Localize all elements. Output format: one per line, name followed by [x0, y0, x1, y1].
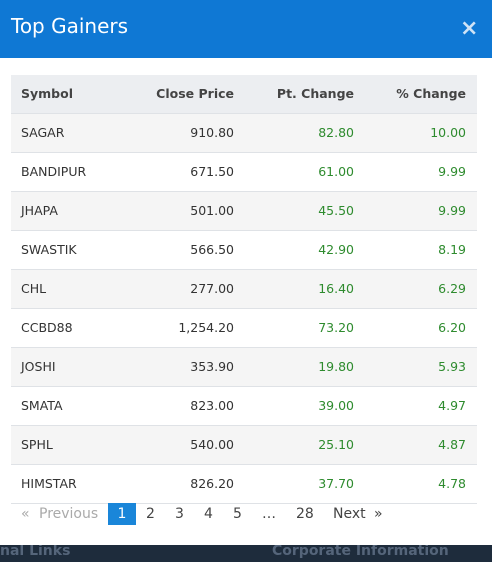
modal-title: Top Gainers: [11, 14, 129, 38]
close-button[interactable]: ×: [460, 16, 479, 41]
table-row: HIMSTAR 826.20 37.70 4.78: [11, 465, 477, 504]
table-cell: 5.93: [438, 359, 466, 374]
page-link[interactable]: 2: [146, 506, 155, 522]
column-header: Pt. Change: [276, 86, 354, 101]
header-row: Symbol Close Price Pt. Change % Change: [11, 75, 477, 114]
table-row: CCBD88 1,254.20 73.20 6.20: [11, 309, 477, 348]
table-cell: 19.80: [318, 359, 354, 374]
table-cell: 4.78: [438, 476, 466, 491]
table-cell: CHL: [21, 281, 47, 296]
page-link[interactable]: 1: [108, 503, 136, 525]
table-cell: 8.19: [438, 242, 466, 257]
table-cell: 39.00: [318, 398, 354, 413]
page-link[interactable]: 4: [204, 506, 213, 522]
table-cell: 910.80: [190, 125, 234, 140]
table-cell: 501.00: [190, 203, 234, 218]
page-link[interactable]: 3: [175, 506, 184, 522]
table-cell: 353.90: [190, 359, 234, 374]
table-cell: 4.87: [438, 437, 466, 452]
table-cell: JHAPA: [21, 203, 58, 218]
table-cell: BANDIPUR: [21, 164, 87, 179]
table-row: SWASTIK 566.50 42.90 8.19: [11, 231, 477, 270]
table-cell: 4.97: [438, 398, 466, 413]
table-cell: 1,254.20: [178, 320, 234, 335]
table-cell: CCBD88: [21, 320, 73, 335]
table-cell: JOSHI: [21, 359, 56, 374]
table-cell: 277.00: [190, 281, 234, 296]
table-cell: 826.20: [190, 476, 234, 491]
table-row: JHAPA 501.00 45.50 9.99: [11, 192, 477, 231]
table-row: CHL 277.00 16.40 6.29: [11, 270, 477, 309]
table-row: JOSHI 353.90 19.80 5.93: [11, 348, 477, 387]
page-link[interactable]: …: [262, 506, 276, 522]
table-cell: 10.00: [430, 125, 466, 140]
table-cell: 540.00: [190, 437, 234, 452]
modal-header: Top Gainers ×: [0, 0, 492, 58]
first-page[interactable]: «: [21, 506, 30, 522]
table-cell: 61.00: [318, 164, 354, 179]
column-header: % Change: [396, 86, 466, 101]
table-cell: SPHL: [21, 437, 53, 452]
table-cell: 823.00: [190, 398, 234, 413]
table-row: SMATA 823.00 39.00 4.97: [11, 387, 477, 426]
table-cell: 45.50: [318, 203, 354, 218]
last-page[interactable]: »: [374, 506, 383, 522]
table-cell: SMATA: [21, 398, 63, 413]
table-cell: 73.20: [318, 320, 354, 335]
page-link[interactable]: 5: [233, 506, 242, 522]
footer-link[interactable]: Corporate Information: [272, 545, 449, 559]
table-cell: SAGAR: [21, 125, 65, 140]
table-row: BANDIPUR 671.50 61.00 9.99: [11, 153, 477, 192]
page-link[interactable]: 28: [296, 506, 314, 522]
table-cell: 9.99: [438, 203, 466, 218]
table-cell: 671.50: [190, 164, 234, 179]
column-header: Symbol: [21, 86, 73, 101]
table-cell: 566.50: [190, 242, 234, 257]
table-row: SAGAR 910.80 82.80 10.00: [11, 114, 477, 153]
table-cell: 37.70: [318, 476, 354, 491]
table-cell: 25.10: [318, 437, 354, 452]
table-cell: HIMSTAR: [21, 476, 77, 491]
column-header: Close Price: [156, 86, 234, 101]
footer-strip: nal Links Corporate Information: [0, 545, 492, 562]
table-cell: 9.99: [438, 164, 466, 179]
footer-link[interactable]: nal Links: [0, 545, 71, 559]
table-cell: 16.40: [318, 281, 354, 296]
table-cell: 6.29: [438, 281, 466, 296]
table-cell: 82.80: [318, 125, 354, 140]
previous-page[interactable]: Previous: [39, 506, 99, 522]
next-page[interactable]: Next: [333, 506, 366, 522]
table-cell: 42.90: [318, 242, 354, 257]
table-row: SPHL 540.00 25.10 4.87: [11, 426, 477, 465]
table-cell: 6.20: [438, 320, 466, 335]
table-cell: SWASTIK: [21, 242, 77, 257]
